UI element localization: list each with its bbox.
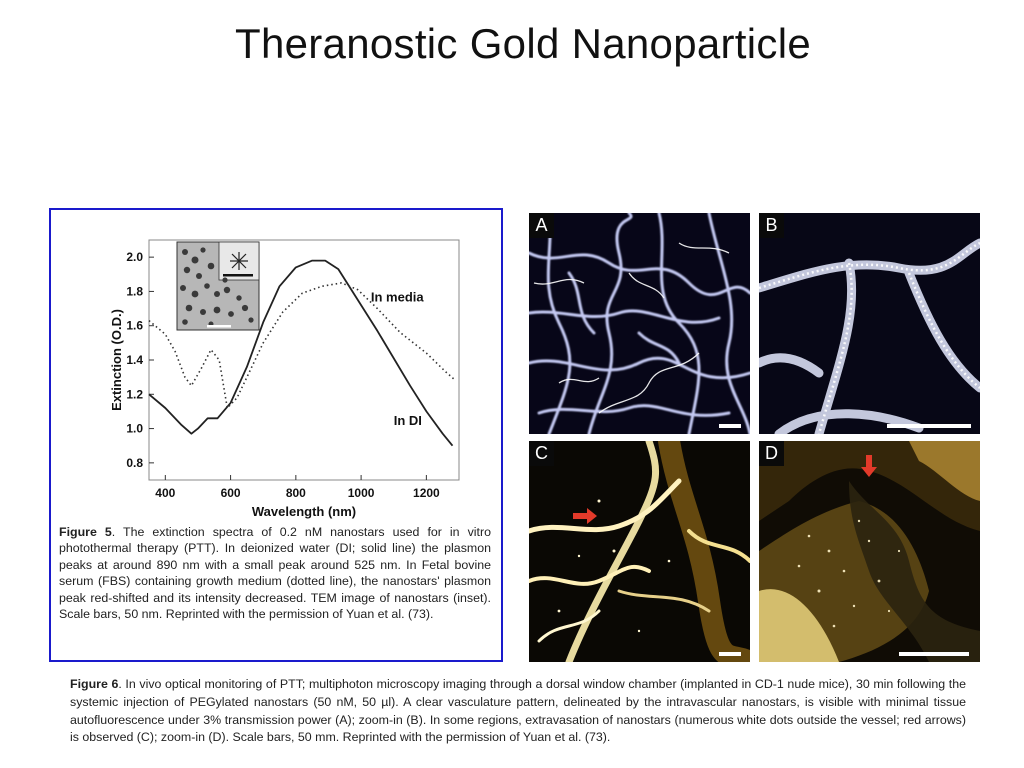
x-tick-label: 1000 [348,486,375,500]
vasculature-image-b [759,238,980,434]
figure6-caption-text: . In vivo optical monitoring of PTT; mul… [70,677,966,745]
micro-panel-a: A [529,213,750,434]
micro-panel-b: B [759,213,980,434]
vasculature-image-c [529,441,750,662]
y-tick-label: 1.4 [126,353,143,367]
micro-panel-d: D [759,441,980,662]
x-tick-label: 400 [155,486,175,500]
figure5-caption-text: . The extinction spectra of 0.2 nM nanos… [59,525,491,622]
x-tick-label: 800 [286,486,306,500]
extinction-chart: 400 600 800 1000 1200 0.81.01.21.41.61.82.0 … [109,239,460,519]
figure5-caption-label: Figure 5 [59,525,112,539]
figure6-caption: Figure 6. In vivo optical monitoring of … [70,676,966,747]
y-tick-label: 1.0 [126,422,143,436]
series-line-0 [148,259,454,447]
figure6-caption-label: Figure 6 [70,677,119,691]
y-tick-label: 2.0 [126,250,143,264]
x-tick-label: 600 [221,486,241,500]
tem-inset [176,241,260,331]
red-arrow-d [861,455,877,477]
panel-letter-d: D [759,441,784,466]
annotations: In media In DI [371,290,425,428]
y-tick-label: 0.8 [126,456,143,470]
y-tick-label: 1.8 [126,284,143,298]
slide-title: Theranostic Gold Nanoparticle [235,20,811,67]
micro-panel-c: C [529,441,750,662]
x-ticks: 400 600 800 1000 1200 [155,475,440,500]
annotation-1: In DI [394,413,422,428]
panel-letter-c: C [529,441,554,466]
y-tick-label: 1.6 [126,319,143,333]
vasculature-image-d [759,441,980,662]
y-ticks: 0.8 1.0 1.2 1.4 1.6 1.8 2.0 [126,250,154,470]
red-arrow-c [573,508,597,524]
figure5-caption: Figure 5. The extinction spectra of 0.2 … [59,524,491,622]
y-axis-label: Extinction (O.D.) [109,309,124,411]
series-group [148,259,457,447]
annotation-0: In media [371,290,425,305]
vasculature-image-a [529,213,750,434]
x-axis-label: Wavelength (nm) [252,504,356,519]
y-tick-label: 1.2 [126,387,143,401]
x-tick-label: 1200 [413,486,440,500]
panel-letter-a: A [529,213,554,238]
panel-letter-b: B [759,213,784,238]
figure5-frame: 400 600 800 1000 1200 0.8 1.0 1.2 1.4 1.6 1.8 2.0 … [49,208,503,662]
